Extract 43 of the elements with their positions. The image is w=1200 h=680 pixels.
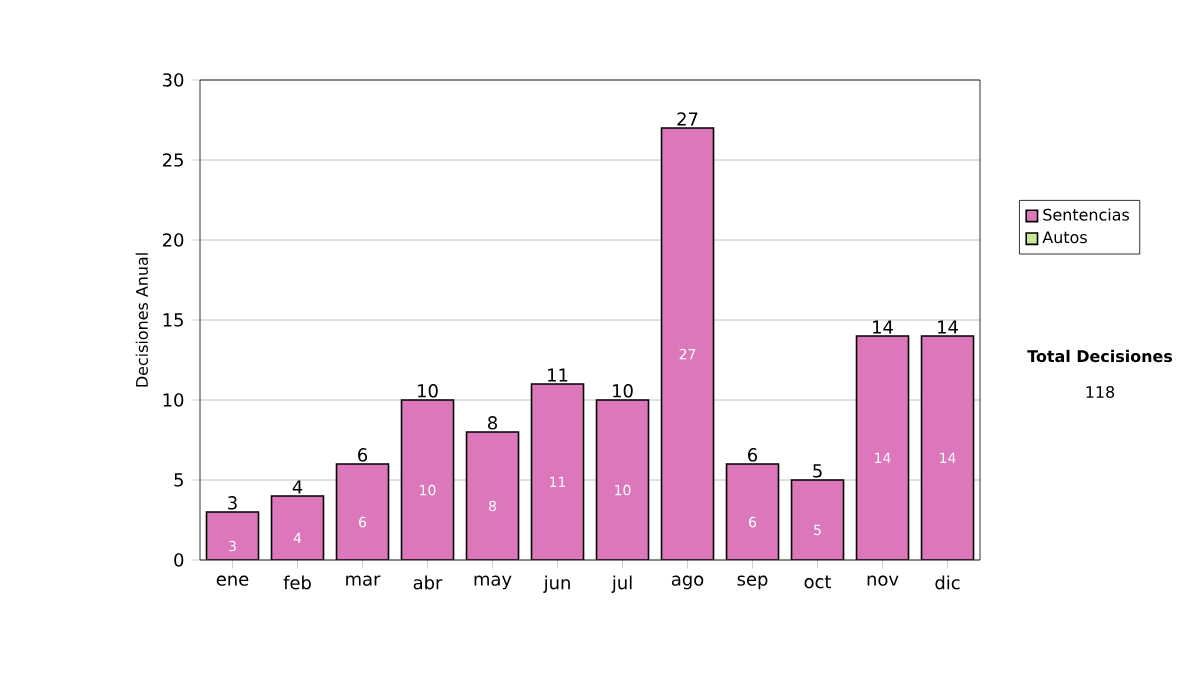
bar	[726, 464, 779, 560]
x-tick-label: jul	[611, 575, 632, 593]
x-tick-label: nov	[867, 575, 899, 586]
total-label: 27	[677, 112, 698, 126]
bar	[920, 335, 975, 560]
total-label: 5	[813, 464, 822, 478]
x-tick-label: dic	[935, 575, 960, 590]
bar	[336, 464, 389, 560]
y-tick-label: 30	[163, 73, 184, 87]
total-label: 10	[418, 384, 438, 398]
total-label: 6	[748, 448, 758, 462]
bar	[661, 128, 714, 560]
y-tick-label: 0	[174, 553, 184, 567]
total-label: 14	[873, 320, 893, 334]
bar	[271, 496, 324, 560]
y-tick-label: 20	[162, 233, 184, 247]
bar	[596, 400, 649, 560]
total-label: 8	[488, 416, 497, 430]
total-label: 10	[613, 384, 633, 398]
bar	[856, 336, 909, 560]
bar	[791, 480, 844, 560]
y-tick-label: 5	[174, 473, 183, 487]
total-label: 14	[938, 320, 958, 334]
total-label: 6	[358, 448, 368, 462]
x-tick-label: ago	[671, 575, 704, 590]
x-tick-label: oct	[804, 575, 832, 589]
bar	[401, 400, 454, 560]
x-tick-label: ene	[216, 575, 249, 586]
x-tick-label: sep	[737, 575, 768, 590]
x-tick-label: mar	[346, 575, 381, 586]
y-tick-label: 15	[163, 313, 183, 327]
x-tick-label: may	[474, 575, 512, 590]
total-label: 11	[548, 368, 568, 382]
x-tick-label: feb	[283, 575, 311, 590]
x-tick-label: jun	[543, 575, 570, 593]
bar	[206, 512, 259, 560]
total-label: 4	[292, 480, 303, 494]
bar	[466, 432, 519, 560]
y-tick-label: 10	[163, 393, 184, 407]
x-tick-label: abr	[413, 575, 443, 590]
total-label: 3	[228, 496, 237, 510]
bar	[531, 384, 584, 560]
y-tick-label: 25	[162, 153, 183, 167]
